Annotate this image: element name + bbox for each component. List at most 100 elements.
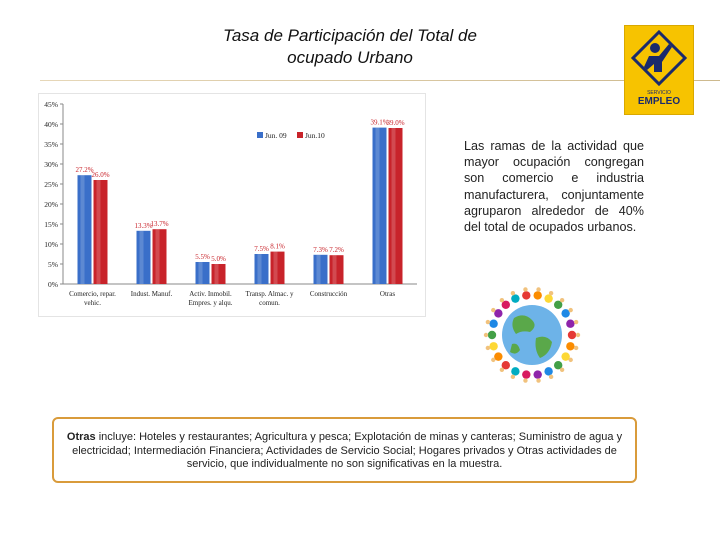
person-head — [523, 287, 528, 292]
x-tick-label: Comercio, repar. — [69, 290, 116, 298]
bar-jun09 — [372, 127, 387, 284]
logo-label: EMPLEO — [638, 96, 680, 107]
person-head — [510, 290, 516, 296]
title-line-2: ocupado Urbano — [287, 48, 413, 67]
person-head — [573, 345, 579, 351]
person-head — [491, 307, 496, 313]
x-tick-label: comun. — [259, 299, 280, 307]
x-tick-label: Empres. y alqu. — [189, 299, 233, 307]
person-head — [568, 307, 573, 313]
bar-data-label: 8.1% — [270, 243, 285, 251]
person-figure — [487, 330, 497, 340]
bar-data-label: 26.0% — [91, 171, 109, 179]
person-head — [573, 319, 579, 325]
empleo-logo-graphic: SERVICIO EMPLEO — [630, 29, 688, 107]
person-head — [559, 298, 565, 303]
bar-highlight — [139, 230, 144, 284]
bar-highlight — [214, 264, 219, 284]
x-tick-label: Construcción — [310, 290, 348, 298]
bar-highlight — [391, 128, 396, 284]
person-figure — [494, 352, 503, 361]
globe-image — [472, 286, 592, 384]
person-head — [536, 378, 541, 383]
bar-highlight — [375, 127, 380, 284]
person-figure — [511, 294, 520, 303]
bar-highlight — [80, 175, 85, 284]
person-figure — [522, 370, 531, 379]
header-divider — [40, 80, 720, 81]
person-head — [499, 367, 505, 372]
person-figure — [522, 291, 531, 300]
bar-chart: 0% 5% 10% 15% 20% 25% 30% 35% 40% 45% 27.2% 26.0% Co… — [38, 93, 426, 317]
page-title: Tasa de Participación del Total de ocupa… — [200, 25, 500, 69]
bar-jun10 — [388, 128, 403, 284]
y-tick-label: 0% — [48, 280, 58, 289]
empleo-logo: SERVICIO EMPLEO — [624, 25, 694, 115]
person-figure — [544, 367, 553, 376]
person-head — [536, 287, 541, 292]
bar-data-label: 39.1% — [370, 119, 388, 127]
bar-data-label: 7.5% — [254, 245, 269, 253]
note-bold: Otras — [66, 431, 96, 443]
bar-jun09 — [254, 254, 269, 284]
y-tick-label: 5% — [48, 260, 58, 269]
bar-data-label: 7.3% — [313, 246, 328, 254]
bar-jun09 — [77, 175, 92, 284]
x-tick-label: vehic. — [84, 299, 101, 307]
x-tick-label: Activ. Inmobil. — [189, 290, 232, 298]
bar-data-label: 5.5% — [195, 253, 210, 261]
y-tick-label: 20% — [44, 200, 58, 209]
bar-data-label: 39.0% — [386, 119, 404, 127]
legend-label: Jun. 09 — [265, 131, 287, 140]
bar-jun10 — [270, 251, 285, 284]
person-figure — [561, 352, 570, 361]
legend-swatch — [297, 132, 303, 138]
x-tick-label: Otras — [380, 290, 395, 298]
y-tick-label: 10% — [44, 240, 58, 249]
bar-data-label: 13.7% — [150, 220, 168, 228]
person-figure — [567, 330, 577, 340]
person-head — [485, 319, 491, 325]
person-head — [548, 374, 554, 380]
bar-data-label: 13.3% — [134, 222, 152, 230]
person-head — [523, 378, 528, 383]
bar-highlight — [316, 254, 321, 284]
bar-jun10 — [93, 180, 108, 284]
person-figure — [553, 300, 563, 309]
bar-data-label: 5.0% — [211, 255, 226, 263]
logo-small-text: SERVICIO — [647, 90, 671, 96]
bar-highlight — [273, 251, 278, 284]
person-figure — [566, 319, 575, 328]
person-figure — [489, 319, 498, 328]
bar-data-label: 27.2% — [75, 166, 93, 174]
y-tick-label: 40% — [44, 120, 58, 129]
title-line-1: Tasa de Participación del Total de — [223, 26, 477, 45]
bar-highlight — [257, 254, 262, 284]
person-figure — [553, 361, 563, 370]
bar-jun10 — [211, 264, 226, 284]
person-figure — [489, 342, 498, 351]
person-head — [499, 298, 505, 303]
person-head — [485, 345, 491, 351]
person-figure — [544, 294, 553, 303]
y-tick-label: 45% — [44, 100, 58, 109]
person-head — [575, 332, 581, 338]
person-figure — [533, 291, 542, 300]
person-figure — [501, 361, 511, 370]
y-tick-label: 35% — [44, 140, 58, 149]
y-tick-label: 30% — [44, 160, 58, 169]
bar-jun09 — [313, 254, 328, 284]
bar-chart-svg: 0% 5% 10% 15% 20% 25% 30% 35% 40% 45% 27.2%26.0% Co… — [44, 100, 417, 307]
person-figure — [533, 370, 542, 379]
y-tick-label: 25% — [44, 180, 58, 189]
note-box: Otras incluye: Hoteles y restaurantes; A… — [52, 417, 637, 483]
person-head — [559, 367, 565, 372]
bar-data-label: 7.2% — [329, 246, 344, 254]
person-figure — [494, 309, 503, 318]
bar-highlight — [96, 180, 101, 284]
x-tick-label: Indust. Manuf. — [131, 290, 173, 298]
person-head — [510, 374, 516, 380]
bar-jun10 — [329, 255, 344, 284]
bar-jun09 — [136, 230, 151, 284]
person-figure — [511, 367, 520, 376]
